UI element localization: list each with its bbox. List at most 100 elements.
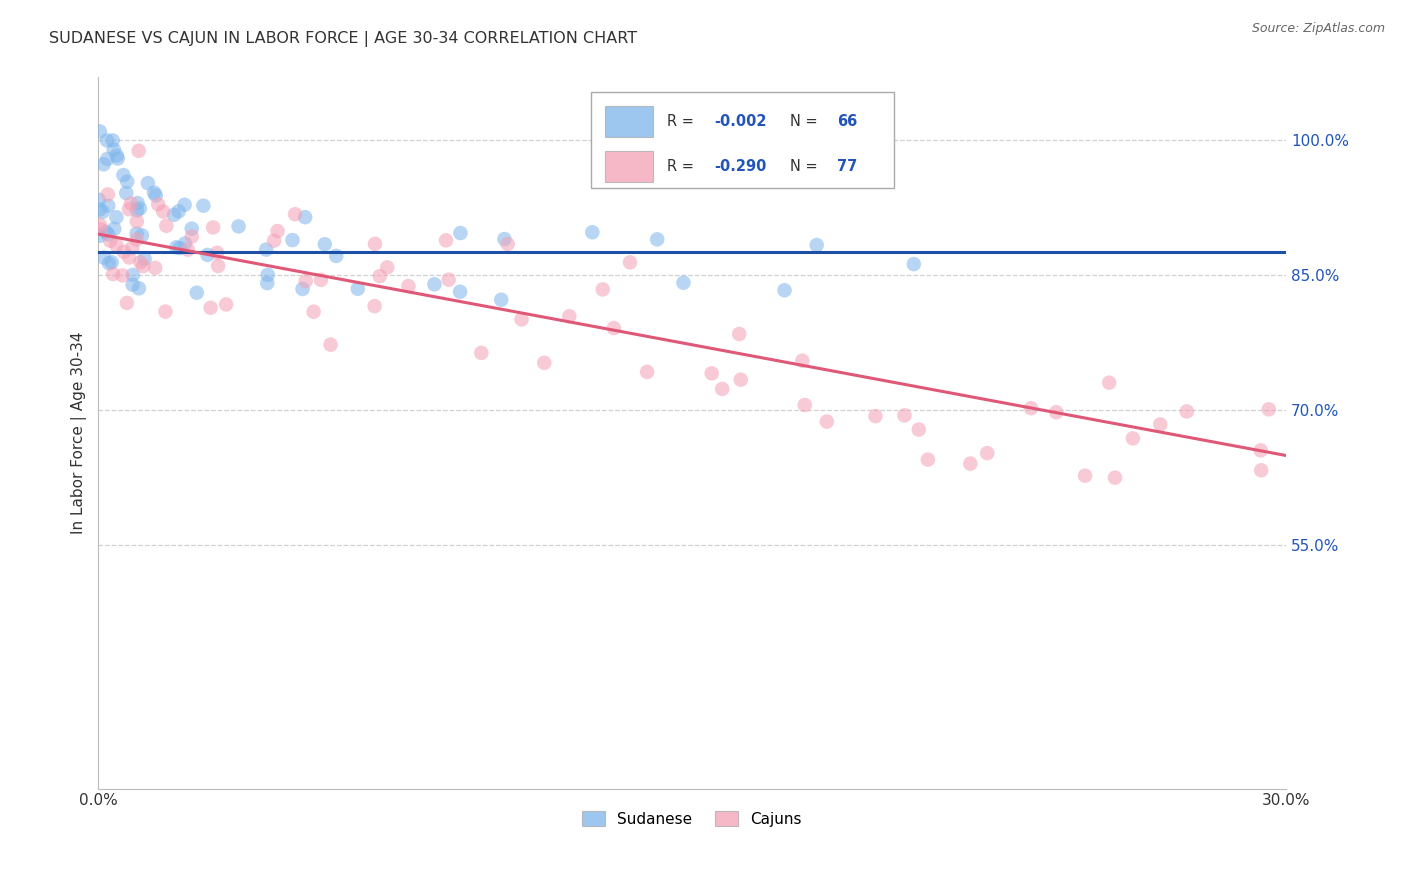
Point	[177, 243, 200, 257]
Text: 66: 66	[837, 114, 858, 129]
Point	[256, 276, 278, 290]
Point	[263, 234, 285, 248]
Point	[173, 198, 195, 212]
Point	[125, 227, 148, 241]
Point	[136, 176, 159, 190]
Point	[793, 398, 815, 412]
Point	[101, 267, 124, 281]
Point	[101, 255, 124, 269]
Point	[132, 259, 155, 273]
Point	[284, 207, 307, 221]
Text: R =: R =	[668, 159, 699, 174]
Point	[207, 259, 229, 273]
Point	[105, 148, 128, 162]
Point	[120, 196, 142, 211]
Point	[97, 187, 120, 202]
Point	[645, 232, 668, 246]
Point	[105, 211, 128, 225]
Point	[169, 241, 191, 255]
Point	[346, 282, 368, 296]
Point	[1257, 402, 1279, 417]
Point	[155, 219, 177, 233]
Point	[368, 269, 391, 284]
Point	[89, 124, 111, 138]
Point	[581, 225, 603, 239]
Text: Source: ZipAtlas.com: Source: ZipAtlas.com	[1251, 22, 1385, 36]
Point	[98, 256, 121, 270]
Point	[917, 452, 939, 467]
Y-axis label: In Labor Force | Age 30-34: In Labor Force | Age 30-34	[72, 332, 87, 534]
Point	[423, 277, 446, 292]
Point	[959, 457, 981, 471]
Point	[128, 281, 150, 295]
Point	[98, 234, 121, 248]
Point	[1098, 376, 1121, 390]
Point	[163, 208, 186, 222]
Point	[91, 205, 114, 219]
Point	[97, 227, 120, 242]
Point	[128, 202, 150, 216]
Point	[1074, 468, 1097, 483]
Point	[489, 293, 512, 307]
Point	[127, 196, 149, 211]
Point	[125, 203, 148, 218]
Point	[93, 251, 115, 265]
Point	[87, 193, 110, 207]
Point	[134, 252, 156, 266]
Point	[122, 268, 145, 282]
Point	[111, 268, 134, 283]
Point	[174, 236, 197, 251]
Point	[94, 225, 117, 239]
Point	[1045, 405, 1067, 419]
Point	[792, 353, 814, 368]
Point	[101, 133, 124, 147]
Text: 77: 77	[837, 159, 858, 174]
Point	[89, 228, 111, 243]
Point	[319, 337, 342, 351]
Point	[131, 228, 153, 243]
Text: R =: R =	[668, 114, 699, 129]
Point	[180, 221, 202, 235]
Point	[167, 204, 190, 219]
Point	[97, 199, 120, 213]
Point	[363, 299, 385, 313]
Point	[197, 248, 219, 262]
Point	[1122, 431, 1144, 445]
Point	[1104, 470, 1126, 484]
Point	[145, 188, 167, 202]
Point	[256, 268, 278, 282]
Point	[193, 199, 215, 213]
Point	[117, 175, 139, 189]
Point	[125, 214, 148, 228]
Point	[1250, 463, 1272, 477]
Point	[396, 279, 419, 293]
Point	[93, 157, 115, 171]
Point	[806, 238, 828, 252]
Point	[434, 233, 457, 247]
Text: N =: N =	[790, 159, 821, 174]
Point	[815, 415, 838, 429]
Point	[449, 226, 471, 240]
Point	[309, 273, 332, 287]
Point	[121, 277, 143, 292]
Point	[294, 210, 316, 224]
Point	[202, 220, 225, 235]
Point	[254, 243, 277, 257]
Point	[186, 285, 208, 300]
Point	[893, 409, 915, 423]
Point	[165, 240, 187, 254]
Point	[266, 224, 288, 238]
Point	[773, 283, 796, 297]
Point	[128, 144, 150, 158]
Point	[112, 168, 135, 182]
Point	[118, 251, 141, 265]
FancyBboxPatch shape	[591, 92, 894, 187]
Point	[112, 244, 135, 259]
Point	[496, 237, 519, 252]
Text: -0.290: -0.290	[714, 159, 768, 174]
Text: -0.002: -0.002	[714, 114, 768, 129]
Point	[603, 321, 626, 335]
Point	[636, 365, 658, 379]
Point	[205, 245, 228, 260]
Point	[115, 296, 138, 310]
